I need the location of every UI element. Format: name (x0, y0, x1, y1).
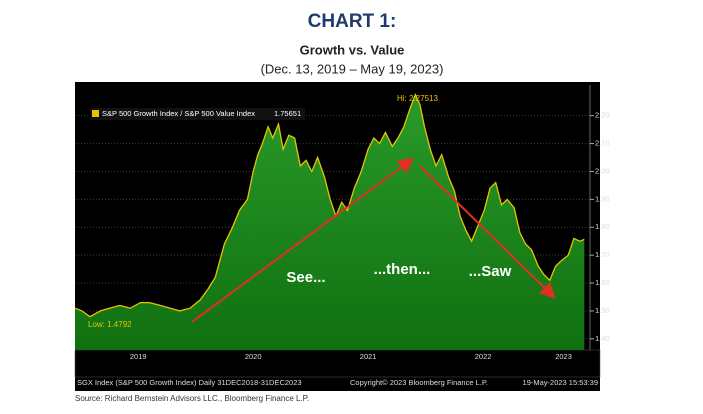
source: Source: Richard Bernstein Advisors LLC.,… (75, 394, 309, 403)
high-label: Hi: 2.27513 (397, 94, 438, 103)
y-tick-label: 2.20 (595, 111, 610, 120)
y-tick-label: 2.10 (595, 139, 610, 148)
legend-box (90, 108, 305, 120)
footer: Copyright© 2023 Bloomberg Finance L.P. (350, 378, 488, 387)
line (74, 93, 585, 318)
arrow (419, 165, 556, 299)
annotation: ...then... (374, 261, 431, 278)
chart-subtitle: Growth vs. Value (300, 42, 405, 57)
x-tick-label: 2023 (555, 352, 572, 361)
chart-title: CHART 1: (308, 11, 397, 32)
x-tick-label: 2019 (130, 352, 147, 361)
y-tick-label: 1.40 (595, 334, 610, 343)
annotation: See... (286, 269, 325, 286)
x-tick-label: 2022 (475, 352, 492, 361)
footer: 19-May-2023 15:53:39 (523, 378, 598, 387)
y-tick-label: 1.90 (595, 194, 610, 203)
x-tick-label: 2020 (245, 352, 262, 361)
x-axis-band (74, 349, 601, 378)
arrow (191, 157, 415, 323)
date-range: (Dec. 13, 2019 – May 19, 2023) (261, 61, 444, 76)
y-tick-label: 1.60 (595, 278, 610, 287)
x-tick-label: 2021 (360, 352, 377, 361)
y-tick-label: 1.50 (595, 306, 610, 315)
y-tick-label: 2.00 (595, 166, 610, 175)
footer: SGX Index (S&P 500 Growth Index) Daily 3… (77, 378, 302, 387)
annotation: ...Saw (469, 263, 512, 280)
low-label: Low: 1.4792 (88, 320, 132, 329)
y-tick-label: 1.80 (595, 222, 610, 231)
legend-swatch (92, 110, 99, 117)
legend-value: 1.75651 (274, 109, 301, 118)
y-tick-label: 1.70 (595, 250, 610, 259)
legend-label: S&P 500 Growth Index / S&P 500 Value Ind… (102, 109, 255, 118)
area (75, 94, 585, 350)
